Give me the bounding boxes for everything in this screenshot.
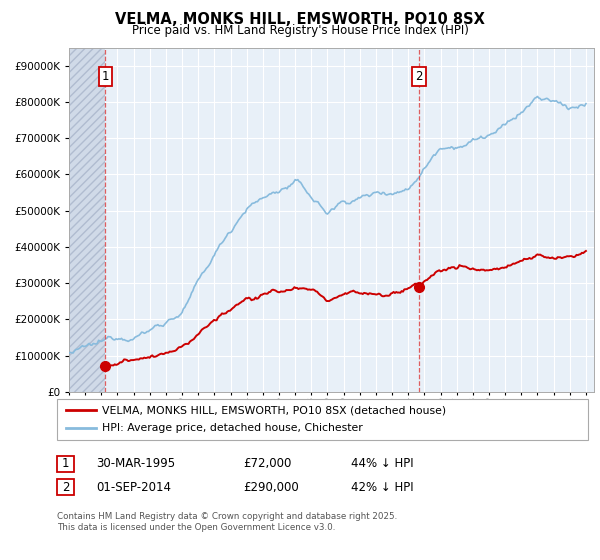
Text: 1: 1 (101, 70, 109, 83)
Text: Contains HM Land Registry data © Crown copyright and database right 2025.
This d: Contains HM Land Registry data © Crown c… (57, 512, 397, 532)
Text: 42% ↓ HPI: 42% ↓ HPI (351, 480, 413, 494)
Text: 2: 2 (415, 70, 423, 83)
Bar (69, 48, 106, 392)
Text: 30-MAR-1995: 30-MAR-1995 (96, 457, 175, 470)
Text: 2: 2 (62, 480, 69, 494)
Text: £72,000: £72,000 (243, 457, 292, 470)
Text: VELMA, MONKS HILL, EMSWORTH, PO10 8SX: VELMA, MONKS HILL, EMSWORTH, PO10 8SX (115, 12, 485, 27)
Text: 44% ↓ HPI: 44% ↓ HPI (351, 457, 413, 470)
Text: Price paid vs. HM Land Registry's House Price Index (HPI): Price paid vs. HM Land Registry's House … (131, 24, 469, 36)
Text: VELMA, MONKS HILL, EMSWORTH, PO10 8SX (detached house): VELMA, MONKS HILL, EMSWORTH, PO10 8SX (d… (102, 405, 446, 415)
Text: £290,000: £290,000 (243, 480, 299, 494)
Text: HPI: Average price, detached house, Chichester: HPI: Average price, detached house, Chic… (102, 423, 363, 433)
Text: 1: 1 (62, 457, 69, 470)
Text: 01-SEP-2014: 01-SEP-2014 (96, 480, 171, 494)
